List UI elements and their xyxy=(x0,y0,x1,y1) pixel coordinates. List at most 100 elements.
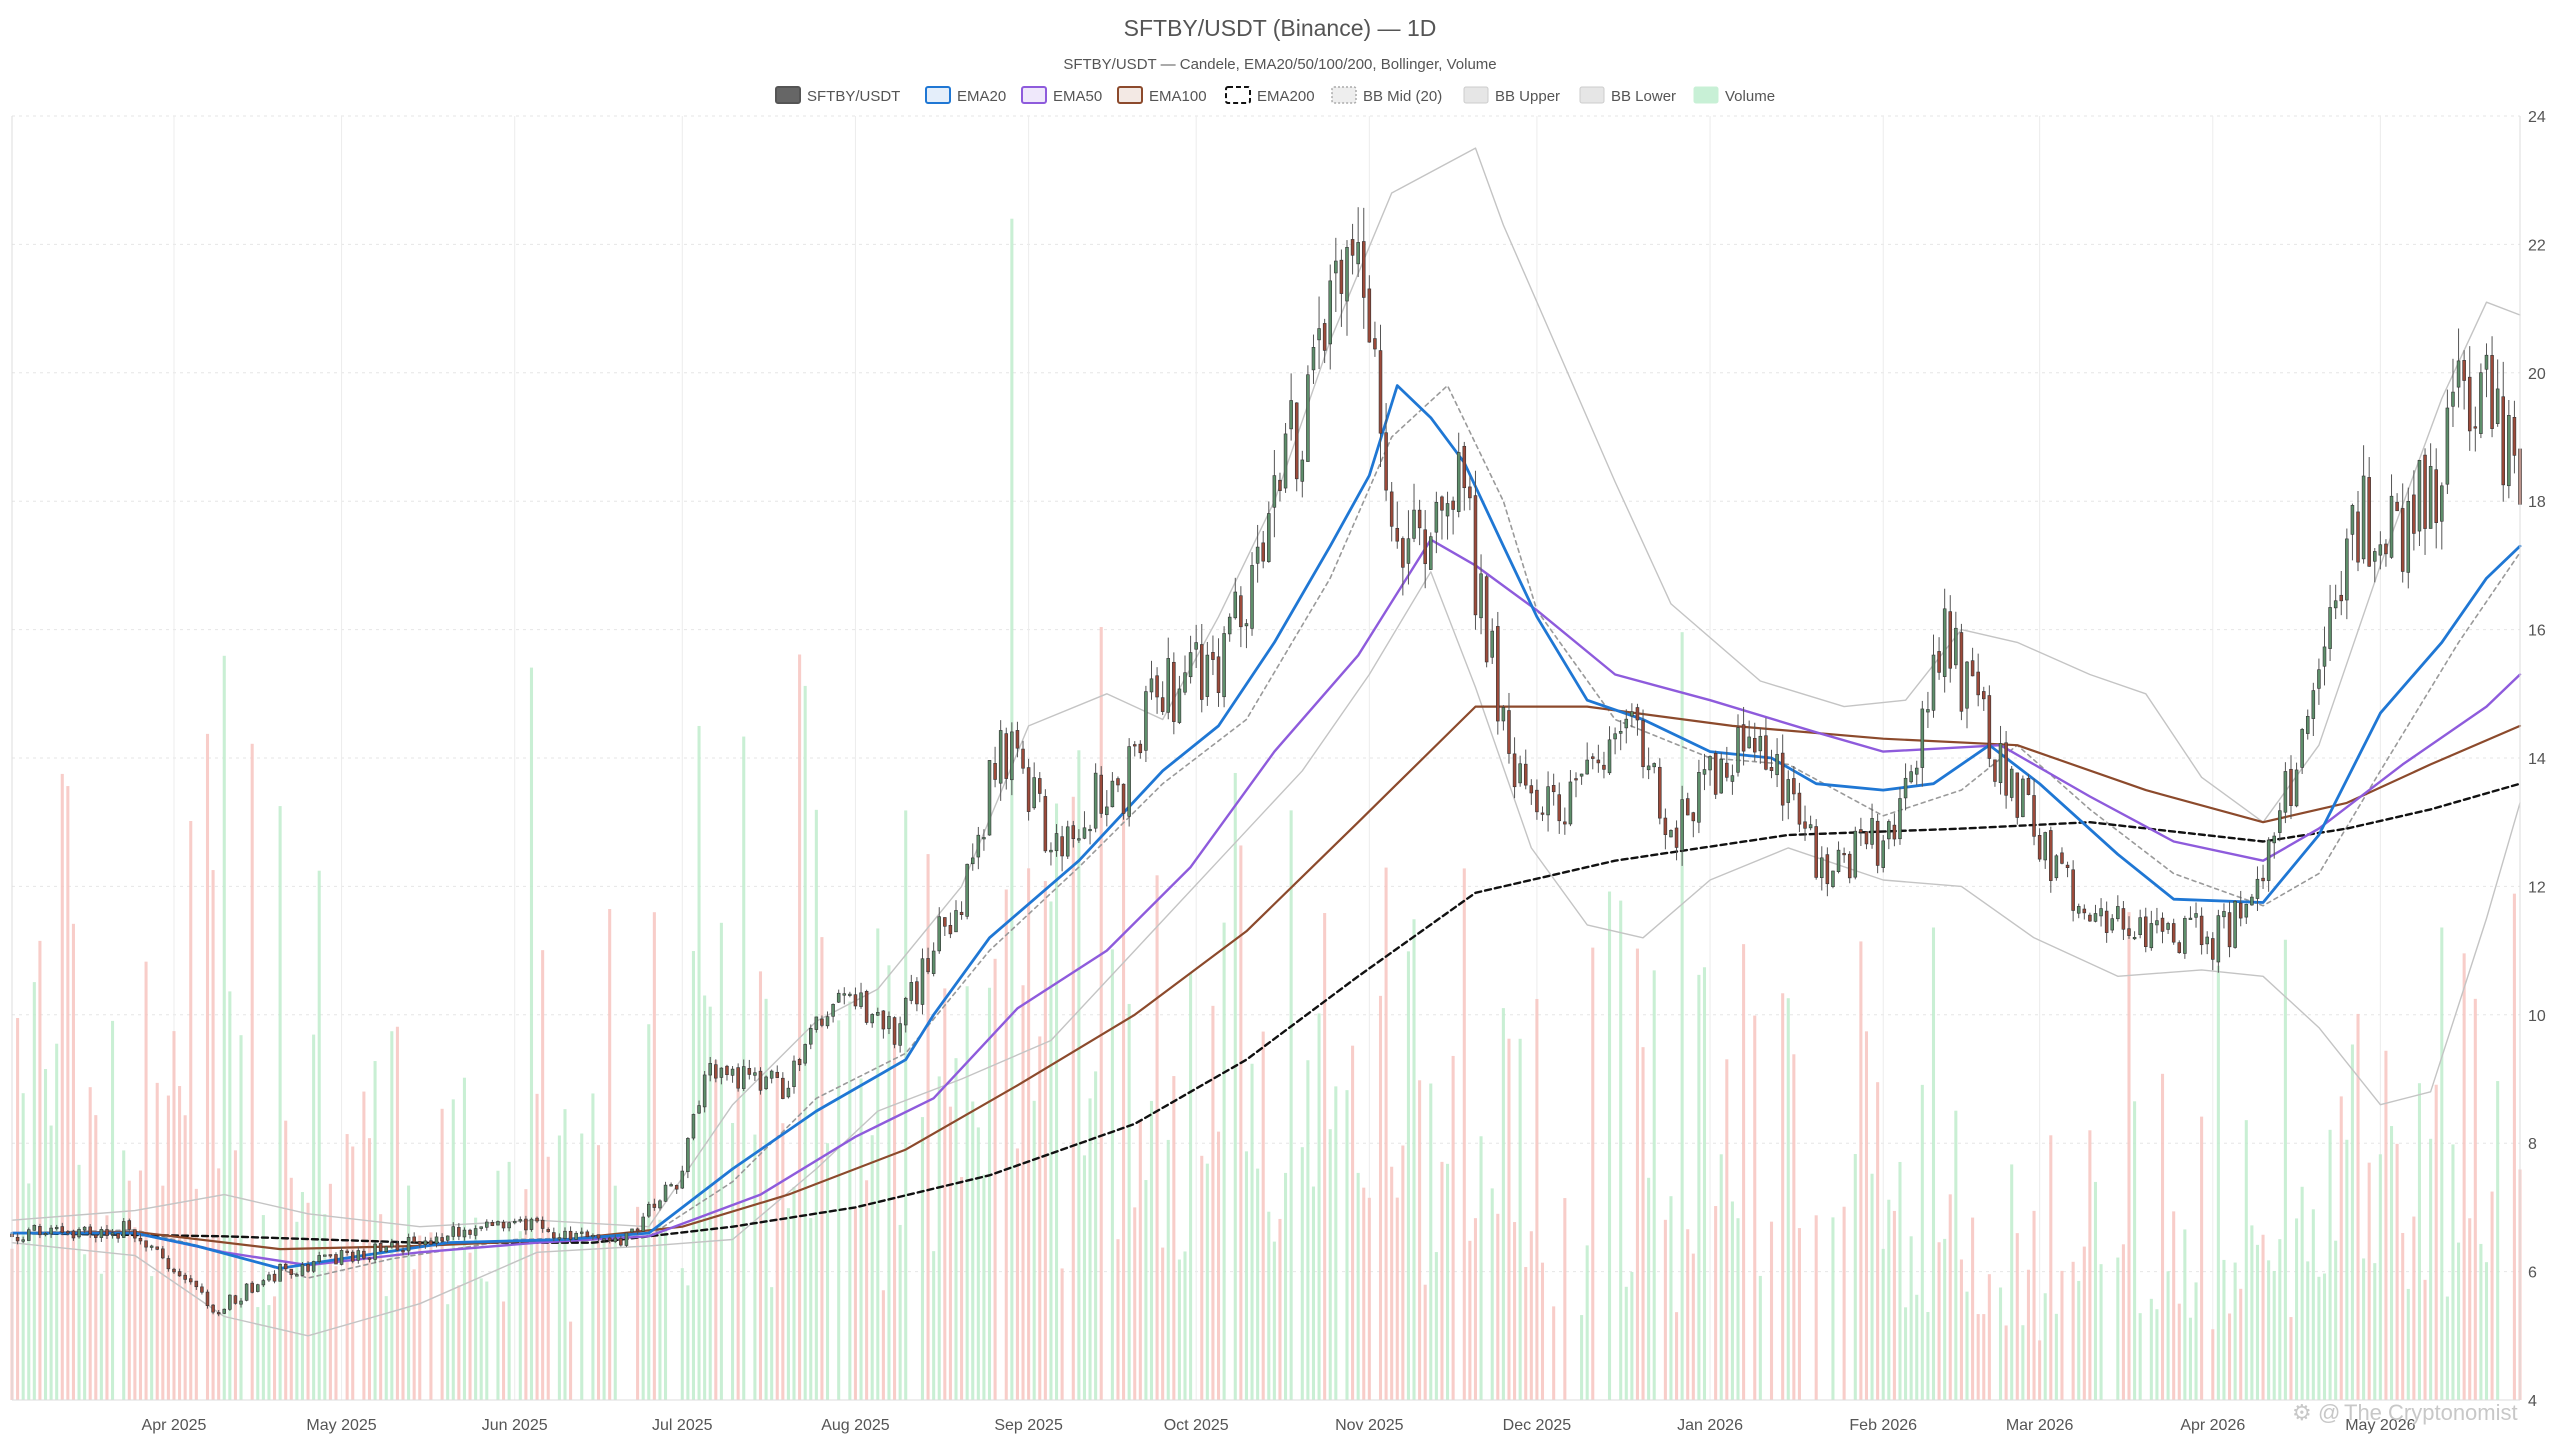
candle-body xyxy=(982,837,986,840)
candle xyxy=(2076,903,2081,919)
candle-body xyxy=(401,1250,405,1253)
candle-body xyxy=(2171,923,2176,943)
candle xyxy=(1010,722,1014,796)
candle-body xyxy=(1546,786,1550,816)
candle xyxy=(1194,624,1198,669)
candle-body xyxy=(769,1070,774,1079)
candle-body xyxy=(876,1012,880,1016)
candle xyxy=(2395,493,2399,512)
candle xyxy=(1099,766,1103,818)
volume-bar xyxy=(1853,1154,1857,1400)
volume-bar xyxy=(2133,1101,2137,1400)
candle-body xyxy=(149,1245,154,1248)
candle xyxy=(1440,495,1444,540)
volume-bar xyxy=(1244,1151,1248,1400)
volume-bar xyxy=(937,1076,941,1400)
candle xyxy=(1602,751,1606,779)
candle-body xyxy=(233,1295,238,1304)
candle xyxy=(1317,296,1321,370)
candle-body xyxy=(1160,697,1165,712)
volume-bar xyxy=(1753,1015,1757,1400)
volume-bar xyxy=(2295,1218,2299,1400)
candle-body xyxy=(468,1229,472,1235)
candle-body xyxy=(2300,729,2304,768)
volume-bar xyxy=(38,940,42,1400)
volume-bar xyxy=(2188,1317,2192,1400)
candle-body xyxy=(1183,672,1187,693)
volume-bar xyxy=(2026,1269,2030,1400)
candle xyxy=(155,1246,159,1251)
volume-bar xyxy=(150,1276,154,1400)
volume-bar xyxy=(1931,927,1936,1400)
volume-bar xyxy=(1384,867,1388,1400)
candle-body xyxy=(1389,491,1394,527)
candle-body xyxy=(2417,459,2422,532)
candle xyxy=(1658,758,1662,825)
candle-body xyxy=(1786,779,1791,803)
volume-bar xyxy=(1652,970,1656,1400)
candle xyxy=(1853,826,1858,880)
candle xyxy=(2445,389,2450,495)
volume-bar xyxy=(758,971,763,1400)
candle-body xyxy=(741,1066,746,1089)
candle-body xyxy=(1540,812,1545,815)
y-tick-label: 22 xyxy=(2528,237,2546,254)
candle-body xyxy=(2322,646,2327,667)
candle-body xyxy=(814,1016,819,1030)
candle xyxy=(1105,790,1109,827)
candle xyxy=(1177,675,1182,725)
volume-bar xyxy=(2328,1129,2332,1400)
candle xyxy=(110,1229,115,1239)
volume-bar xyxy=(2490,1191,2494,1400)
volume-bar xyxy=(418,1235,422,1400)
candle-body xyxy=(1261,542,1265,562)
candle xyxy=(317,1251,321,1264)
volume-bar xyxy=(2071,1261,2075,1400)
candle-body xyxy=(434,1236,439,1244)
x-tick-label: Jul 2025 xyxy=(652,1417,713,1434)
candle xyxy=(2138,909,2142,939)
candle xyxy=(2065,861,2070,878)
volume-bar xyxy=(2345,1139,2349,1400)
candle xyxy=(591,1233,595,1240)
candle-body xyxy=(1914,767,1919,775)
volume-bar xyxy=(2283,939,2287,1400)
candle-body xyxy=(1976,671,1980,696)
volume-bar xyxy=(1462,868,1466,1400)
candle xyxy=(736,1063,740,1092)
candle-body xyxy=(27,1229,31,1241)
candle xyxy=(931,942,936,977)
candle-body xyxy=(1468,486,1472,499)
candle xyxy=(1417,499,1422,546)
volume-bar xyxy=(1490,1188,1494,1400)
candle-body xyxy=(66,1231,70,1234)
volume-bar xyxy=(1440,1161,1444,1400)
candle-body xyxy=(2049,830,2053,881)
candle-body xyxy=(2350,505,2355,535)
volume-bar xyxy=(1864,1031,1869,1400)
candle-body xyxy=(1680,799,1684,851)
candle xyxy=(345,1249,349,1256)
volume-bar xyxy=(1876,1082,1880,1400)
candle xyxy=(1267,501,1271,563)
candle-body xyxy=(1306,374,1310,462)
candle-body xyxy=(1188,652,1193,678)
candle-body xyxy=(931,950,936,974)
candle-body xyxy=(764,1076,768,1090)
candle xyxy=(1976,653,1980,707)
candle-body xyxy=(2278,810,2282,833)
candle xyxy=(518,1216,523,1223)
volume-bar xyxy=(77,1164,81,1400)
volume-bar xyxy=(2255,1244,2260,1400)
volume-bar xyxy=(887,965,891,1400)
candle xyxy=(328,1254,333,1258)
candle xyxy=(1272,450,1277,538)
volume-bar xyxy=(272,1296,277,1400)
candle-body xyxy=(602,1238,606,1241)
candle-body xyxy=(1982,691,1986,700)
candle xyxy=(401,1247,405,1256)
volume-bar xyxy=(686,1285,690,1400)
legend-item-bb-upper: BB Upper xyxy=(1463,86,1560,105)
volume-bar xyxy=(2289,1317,2293,1400)
volume-bar xyxy=(1887,1199,1891,1400)
